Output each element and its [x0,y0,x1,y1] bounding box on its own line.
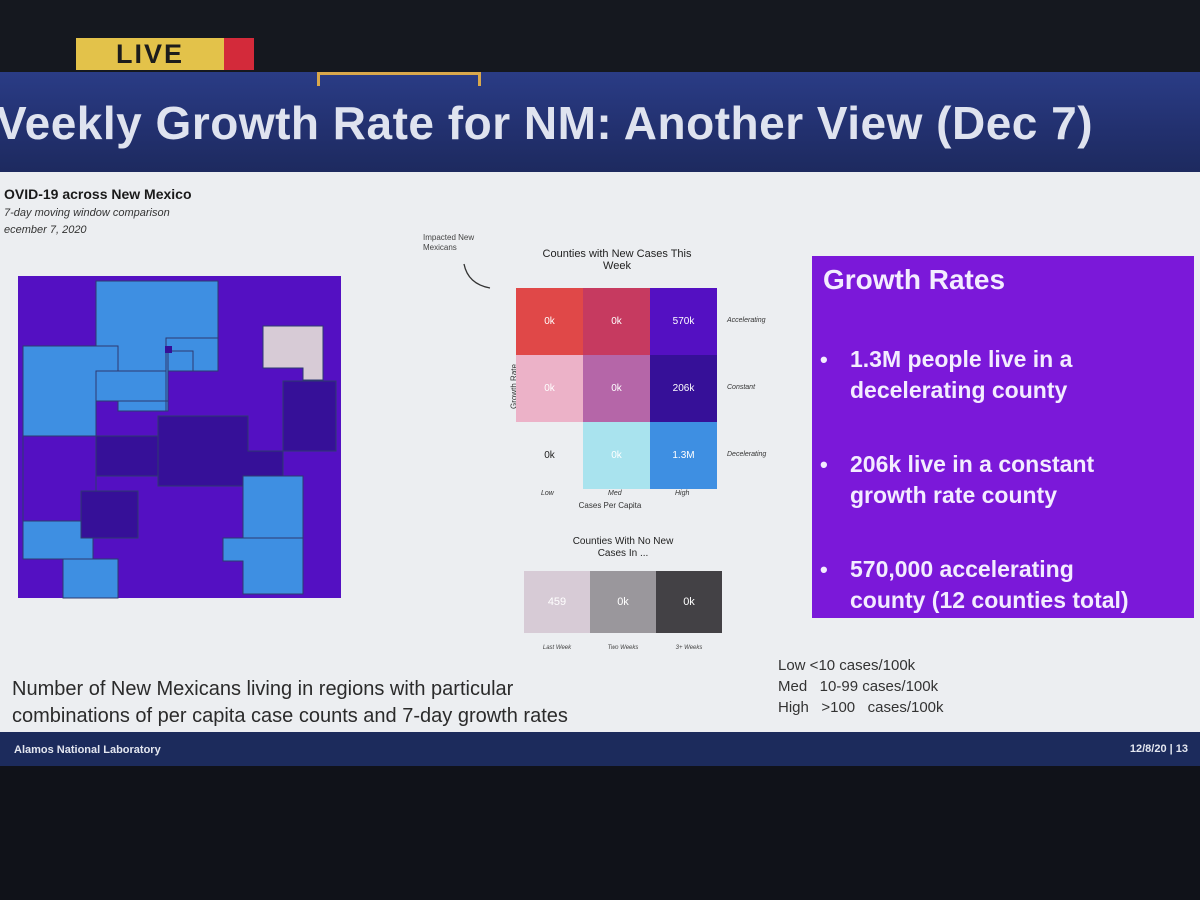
growth-rates-title: Growth Rates [823,264,1006,295]
col-label-high: High [675,490,690,497]
growth-rates-box: Growth Rates • 1.3M people live in a dec… [812,256,1194,618]
row-label-decelerating: Decelerating [727,451,767,458]
legend-med: Med 10-99 cases/100k [778,678,939,695]
map-county-se-1 [242,475,304,539]
title-band [0,72,1200,172]
footer-organization: Alamos National Laboratory [14,744,161,756]
legend-low: Low <10 cases/100k [778,657,916,674]
matrix-annotation: Impacted New Mexicans [423,233,475,252]
map-title: OVID-19 across New Mexico [4,186,192,202]
no-new-cases-title: Counties With No New Cases In ... [572,536,674,559]
matrix-cell-decel-med: 0k [583,422,650,489]
matrix-title: Counties with New Cases This Week [542,248,692,272]
map-county-se-2 [222,537,304,595]
map-county-sw-2 [62,558,119,599]
growth-bullet-3-line2: county (12 counties total) [850,587,1129,613]
bullet-icon: • [820,557,828,582]
no-cases-cell-three-weeks: 0k [656,571,722,633]
no-cases-label-two-weeks: Two Weeks [607,645,639,651]
matrix-cell-accel-med: 0k [583,288,650,355]
map-county-sw-3 [80,490,139,539]
no-cases-cell-last-week: 459 [524,571,590,633]
map-county-w-2 [95,435,159,477]
row-label-constant: Constant [727,384,756,391]
slide-caption: Number of New Mexicans living in regions… [12,676,752,730]
matrix-cell-decel-high: 1.3M [650,422,717,489]
no-cases-label-last-week: Last Week [542,645,572,651]
map-date: ecember 7, 2020 [4,224,87,236]
map-county-e-1 [282,380,337,452]
caption-line1: Number of New Mexicans living in regions… [12,678,514,700]
matrix-cell-const-low: 0k [516,355,583,422]
slide-footer: Alamos National Laboratory 12/8/20 | 13 [0,732,1200,766]
annotation-arrow-icon [463,263,491,289]
caption-line2: combinations of per capita case counts a… [12,705,568,727]
growth-bullet-2-line2: growth rate county [850,482,1058,508]
matrix-x-axis-label: Cases Per Capita [578,501,642,510]
map-county-small [165,346,172,353]
bullet-icon: • [820,452,828,477]
matrix-cell-const-high: 206k [650,355,717,422]
growth-bullet-2: 206k live in a constant growth rate coun… [850,449,1190,511]
legend-high: High >100 cases/100k [778,699,944,716]
live-badge: LIVE [76,38,224,70]
bullet-icon: • [820,347,828,372]
slide-title: Veekly Growth Rate for NM: Another View … [0,97,1094,149]
focus-bracket [317,72,481,86]
new-mexico-county-map [18,276,341,599]
matrix-cell-const-med: 0k [583,355,650,422]
growth-bullet-3-line1: 570,000 accelerating [850,556,1074,582]
live-indicator [224,38,254,70]
growth-bullet-1: 1.3M people live in a decelerating count… [850,344,1190,406]
growth-bullet-1-line1: 1.3M people live in a [850,346,1073,372]
row-label-accelerating: Accelerating [727,317,766,324]
growth-bullet-2-line1: 206k live in a constant [850,451,1095,477]
map-county-n-1 [117,337,219,412]
growth-bullet-3: 570,000 accelerating county (12 counties… [850,554,1190,616]
screen-bezel-bottom [0,766,1200,900]
col-label-med: Med [608,490,622,497]
col-label-low: Low [541,490,554,497]
matrix-cell-accel-high: 570k [650,288,717,355]
growth-bullet-1-line2: decelerating county [850,377,1068,403]
matrix-cell-accel-low: 0k [516,288,583,355]
map-subtitle: 7-day moving window comparison [4,207,170,219]
matrix-cell-decel-low: 0k [516,422,583,489]
map-county-no-cases [262,325,324,381]
no-cases-label-three-weeks: 3+ Weeks [675,645,703,651]
no-cases-cell-two-weeks: 0k [590,571,656,633]
footer-page-info: 12/8/20 | 13 [1129,743,1188,755]
